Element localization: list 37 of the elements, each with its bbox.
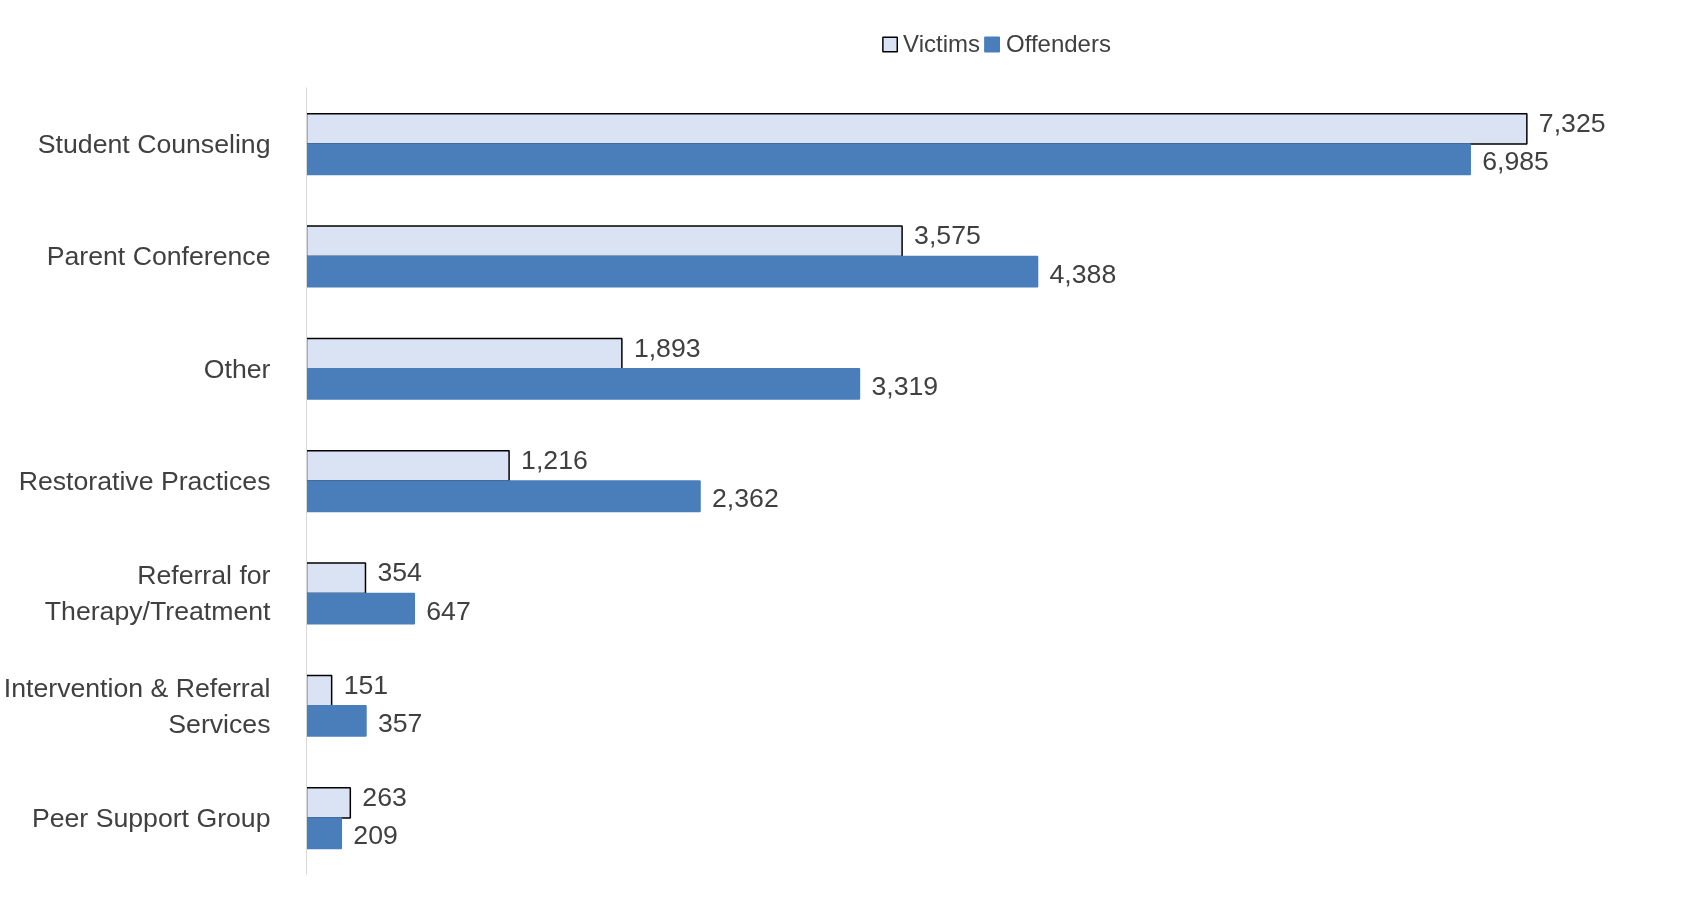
y-tick-label: Student Counseling bbox=[37, 129, 271, 160]
bar bbox=[306, 450, 510, 482]
bar bbox=[306, 674, 333, 707]
bar bbox=[306, 255, 1039, 288]
data-label: 6,985 bbox=[1482, 146, 1549, 177]
y-tick-label: Parent Conference bbox=[46, 241, 271, 272]
data-label: 2,362 bbox=[712, 483, 779, 514]
y-tick-label: Intervention & Referral Services bbox=[3, 672, 271, 739]
data-label: 354 bbox=[377, 557, 423, 588]
y-tick-label: Peer Support Group bbox=[31, 803, 271, 834]
bar bbox=[306, 817, 343, 850]
y-tick-label: Restorative Practices bbox=[18, 466, 271, 497]
data-label: 1,893 bbox=[633, 332, 701, 363]
bar bbox=[306, 562, 367, 595]
y-tick-label: Referral for Therapy/Treatment bbox=[44, 560, 272, 627]
data-label: 357 bbox=[377, 707, 423, 738]
bar bbox=[306, 225, 903, 258]
legend-label: Victims bbox=[903, 30, 980, 58]
data-label: 3,319 bbox=[871, 370, 939, 401]
data-label: 1,216 bbox=[521, 444, 588, 475]
data-label: 3,575 bbox=[914, 220, 981, 251]
data-label: 4,388 bbox=[1049, 258, 1117, 289]
bar bbox=[306, 337, 623, 370]
bar bbox=[306, 143, 1471, 176]
bar bbox=[306, 592, 416, 625]
bar bbox=[306, 368, 861, 400]
data-label: 263 bbox=[362, 781, 407, 812]
bar bbox=[306, 112, 1528, 145]
data-label: 209 bbox=[353, 820, 398, 851]
bar bbox=[306, 787, 352, 819]
data-label: 7,325 bbox=[1538, 107, 1606, 138]
y-tick-label: Other bbox=[203, 353, 271, 384]
legend-label: Offenders bbox=[1005, 30, 1111, 58]
data-label: 647 bbox=[426, 595, 471, 626]
data-label: 151 bbox=[343, 669, 389, 700]
bar bbox=[306, 480, 701, 513]
bar bbox=[306, 705, 367, 737]
